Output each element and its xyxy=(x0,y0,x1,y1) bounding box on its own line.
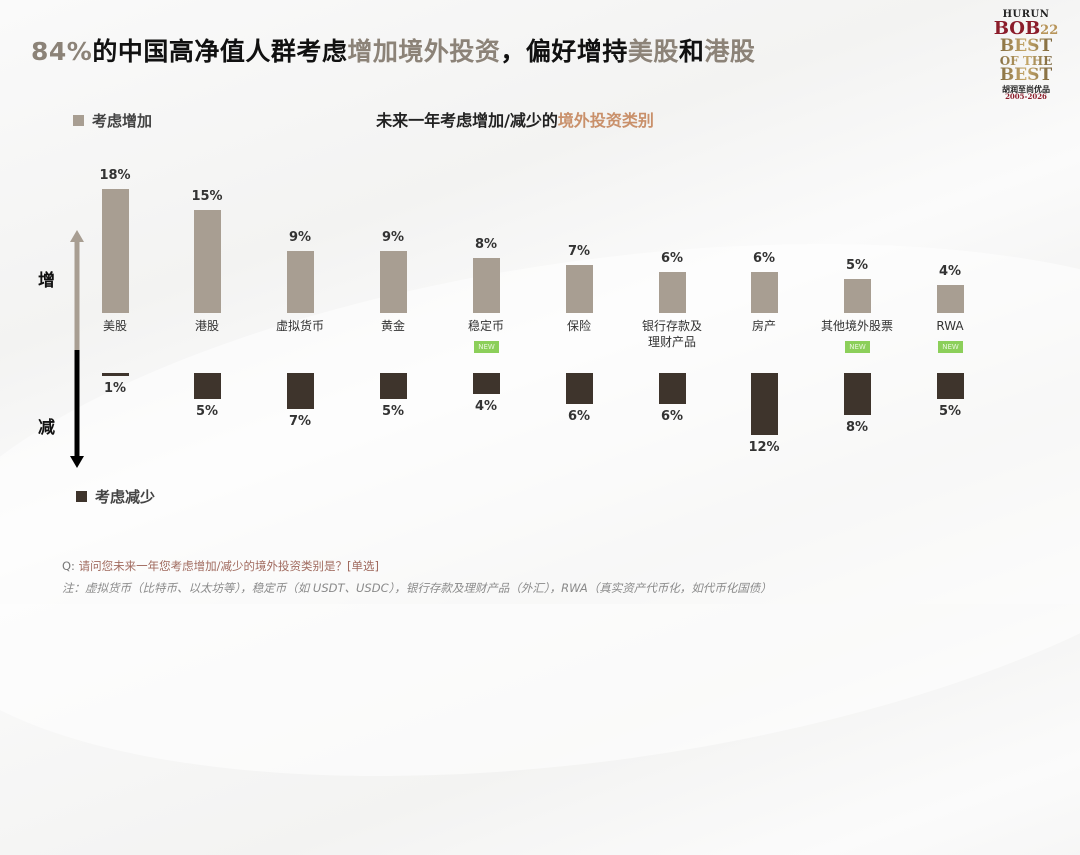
title-part: 美股 xyxy=(627,37,679,66)
category-label: 其他境外股票 xyxy=(820,319,893,333)
logo-cn: 胡润至尚优品 xyxy=(1002,84,1050,94)
value-label-decrease: 1% xyxy=(103,381,127,396)
value-label-increase: 18% xyxy=(99,167,131,183)
legend-swatch-decrease xyxy=(76,491,87,502)
value-label-decrease: 4% xyxy=(474,398,498,414)
category-label: 美股 xyxy=(102,319,127,333)
bar-increase xyxy=(937,285,964,313)
value-label-decrease: 5% xyxy=(938,404,962,419)
title-part: 84% xyxy=(31,37,93,66)
value-label-increase: 5% xyxy=(845,257,869,273)
title-part: 的中国高净值人群考虑 xyxy=(92,37,348,66)
logo-best: BEST xyxy=(990,38,1062,55)
value-label-decrease: 5% xyxy=(381,404,405,419)
logo-of-the: OF THE xyxy=(990,55,1062,67)
new-badge: NEW xyxy=(474,341,499,353)
value-label-increase: 15% xyxy=(191,188,223,204)
up-down-arrow-icon xyxy=(70,230,84,468)
new-badge: NEW xyxy=(938,341,963,353)
bar-increase xyxy=(751,271,778,313)
value-label-increase: 8% xyxy=(474,236,498,252)
category-label: 黄金 xyxy=(380,319,405,333)
bar-increase xyxy=(380,250,407,313)
bar-decrease xyxy=(287,373,314,410)
value-label-increase: 6% xyxy=(752,250,776,266)
bar-decrease xyxy=(380,373,407,399)
legend-decrease: 考虑减少 xyxy=(76,486,155,507)
category-label: 保险 xyxy=(566,319,591,333)
category-label: 虚拟货币 xyxy=(275,319,324,333)
category-label: 港股 xyxy=(194,319,219,333)
category-label: 银行存款及 理财产品 xyxy=(641,319,702,349)
title-part: 和 xyxy=(678,37,705,66)
value-label-decrease: 12% xyxy=(748,440,780,456)
value-label-increase: 4% xyxy=(938,264,962,280)
logo-years: 2005-2026 xyxy=(1005,92,1047,101)
bar-increase xyxy=(287,250,314,313)
bar-increase xyxy=(659,271,686,313)
title-part: 港股 xyxy=(704,37,756,66)
footer-note: 注：虚拟货币（比特币、以太坊等），稳定币（如 USDT、USDC），银行存款及理… xyxy=(62,581,772,595)
logo-bob: BOB22 xyxy=(993,18,1059,39)
legend-swatch-increase xyxy=(73,115,84,126)
hurun-bob-logo: HURUN BOB22 BEST OF THE BEST 胡润至尚优品 2005… xyxy=(990,10,1062,102)
title-part: ，偏好增持 xyxy=(500,37,628,66)
bar-decrease xyxy=(937,373,964,399)
category-label: 稳定币 xyxy=(467,319,504,333)
title-part: 增加境外投资 xyxy=(347,37,501,66)
bar-decrease xyxy=(844,373,871,415)
value-label-decrease: 8% xyxy=(845,419,869,435)
axis-label-increase: 增 xyxy=(38,271,55,291)
value-label-increase: 7% xyxy=(567,243,591,259)
new-badge: NEW xyxy=(845,341,870,353)
logo-best-2: BEST xyxy=(990,67,1062,84)
logo-hurun: HURUN xyxy=(1002,9,1050,20)
footer-question: Q: 请问您未来一年您考虑增加/减少的境外投资类别是？[单选] xyxy=(62,559,379,573)
axis-label-decrease: 减 xyxy=(38,418,55,438)
bar-increase xyxy=(566,264,593,313)
bar-increase xyxy=(102,188,129,313)
bar-increase xyxy=(844,278,871,313)
value-label-increase: 9% xyxy=(381,229,405,245)
value-label-decrease: 7% xyxy=(288,414,312,430)
legend-label: 考虑减少 xyxy=(95,488,156,506)
value-label-decrease: 6% xyxy=(567,409,591,425)
bar-increase xyxy=(473,257,500,313)
legend-increase: 考虑增加 xyxy=(73,110,152,131)
bar-decrease xyxy=(751,373,778,436)
value-label-decrease: 6% xyxy=(660,409,684,425)
value-label-increase: 9% xyxy=(288,229,312,245)
value-label-increase: 6% xyxy=(660,250,684,266)
category-label: RWA xyxy=(936,319,964,333)
legend-label: 考虑增加 xyxy=(92,112,153,130)
bar-decrease xyxy=(473,373,500,394)
slide-title: 84%的中国高净值人群考虑增加境外投资，偏好增持美股和港股 xyxy=(31,32,755,68)
category-label: 房产 xyxy=(751,319,776,333)
chart-title: 未来一年考虑增加/减少的境外投资类别 xyxy=(376,111,654,130)
bar-decrease xyxy=(566,373,593,405)
bar-decrease xyxy=(659,373,686,405)
bar-decrease xyxy=(194,373,221,399)
bar-decrease xyxy=(102,373,129,376)
value-label-decrease: 5% xyxy=(195,404,219,419)
bar-increase xyxy=(194,209,221,313)
